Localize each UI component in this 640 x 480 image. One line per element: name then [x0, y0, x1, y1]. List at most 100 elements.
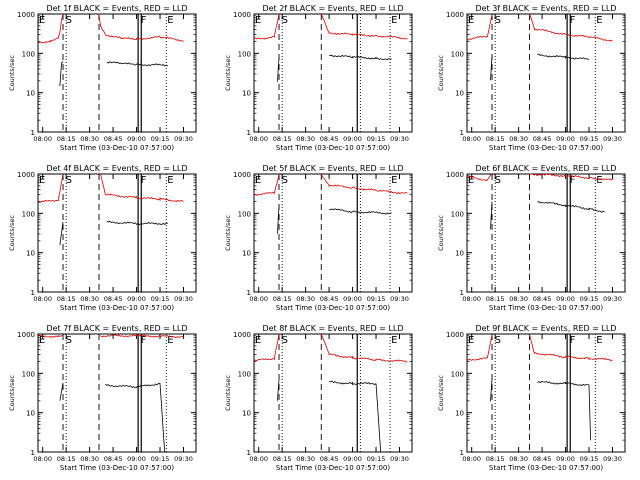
x-tick-label: 08:30 [296, 135, 315, 143]
x-tick-label: 08:15 [486, 135, 505, 143]
y-axis-label: Counts/sec [8, 375, 16, 411]
x-tick-label: 08:45 [533, 455, 552, 463]
chart-panel-9: Det 9f BLACK = Events, RED = LLD 1 10 100 10… [437, 324, 626, 472]
event-marker-letter: S [282, 15, 288, 26]
x-tick-label: 08:30 [80, 455, 99, 463]
x-tick-label: 09:15 [580, 135, 599, 143]
event-marker-letter: E [39, 175, 45, 186]
events-series-line [59, 61, 64, 87]
event-marker-letter: E [255, 175, 261, 186]
y-tick-label: 1 [31, 129, 35, 137]
events-series-line [537, 381, 591, 441]
x-tick-label: 09:15 [151, 295, 170, 303]
events-series-line [277, 58, 280, 82]
x-tick-label: 08:00 [249, 455, 268, 463]
event-marker-letter: F [141, 175, 147, 186]
events-series-line [490, 56, 493, 81]
x-axis-label: Start Time (03-Dec-10 07:57:00) [489, 304, 603, 312]
events-series-line [59, 221, 64, 246]
y-tick-label: 1000 [17, 11, 35, 19]
lld-series-line [529, 173, 613, 181]
event-marker-letter: F [570, 335, 576, 346]
x-tick-label: 09:00 [127, 455, 146, 463]
event-marker-letter: E [468, 15, 474, 26]
chart-title: Det 5f BLACK = Events, RED = LLD [262, 164, 403, 173]
y-tick-label: 1 [247, 449, 251, 457]
x-tick-label: 09:15 [151, 135, 170, 143]
y-tick-label: 100 [238, 50, 251, 58]
y-axis-label: Counts/sec [437, 215, 445, 251]
events-series-line [277, 206, 280, 234]
x-tick-label: 08:15 [486, 455, 505, 463]
y-tick-label: 100 [238, 370, 251, 378]
lld-series-line [320, 13, 408, 40]
x-tick-label: 08:15 [273, 455, 292, 463]
x-tick-label: 08:00 [462, 135, 481, 143]
y-tick-label: 1 [247, 289, 251, 297]
x-tick-label: 08:15 [57, 455, 76, 463]
event-marker-letter: E [255, 335, 261, 346]
event-marker-letter: E [596, 175, 602, 186]
chart-title: Det 8f BLACK = Events, RED = LLD [262, 324, 403, 333]
x-axis-label: Start Time (03-Dec-10 07:57:00) [489, 464, 603, 472]
x-axis-label: Start Time (03-Dec-10 07:57:00) [276, 464, 390, 472]
y-tick-label: 10 [242, 90, 251, 98]
x-tick-label: 08:30 [80, 135, 99, 143]
x-tick-label: 09:15 [367, 135, 386, 143]
plot-frame [466, 13, 626, 133]
x-tick-label: 08:15 [57, 135, 76, 143]
y-tick-label: 1000 [446, 331, 464, 339]
chart-panel-6: Det 6f BLACK = Events, RED = LLD 1 10 100 10… [437, 164, 626, 312]
event-marker-letter: F [141, 335, 147, 346]
x-tick-label: 09:30 [603, 295, 622, 303]
event-marker-letter: S [282, 175, 288, 186]
y-tick-label: 1000 [233, 11, 251, 19]
event-marker-letter: S [66, 175, 72, 186]
x-tick-label: 09:30 [603, 135, 622, 143]
lld-series-line [320, 333, 408, 363]
chart-title: Det 2f BLACK = Events, RED = LLD [262, 4, 403, 13]
x-tick-label: 09:00 [556, 135, 575, 143]
events-series-line [490, 378, 493, 402]
lld-series-line [529, 334, 613, 362]
x-tick-label: 08:45 [104, 135, 123, 143]
events-series-line [105, 382, 166, 453]
event-marker-letter: F [570, 175, 576, 186]
event-marker-letter: E [468, 335, 474, 346]
chart-title: Det 9f BLACK = Events, RED = LLD [475, 324, 616, 333]
events-series-line [537, 53, 590, 61]
lld-series-line [98, 13, 184, 42]
chart-title: Det 1f BLACK = Events, RED = LLD [46, 4, 187, 13]
x-tick-label: 08:00 [33, 135, 52, 143]
y-tick-label: 10 [455, 90, 464, 98]
lld-series-line [466, 173, 493, 182]
event-marker-letter: E [596, 335, 602, 346]
events-series-line [106, 220, 168, 226]
chart-title: Det 4f BLACK = Events, RED = LLD [46, 164, 187, 173]
lld-series-line [100, 173, 184, 203]
event-marker-letter: E [468, 175, 474, 186]
event-marker-letter: E [167, 335, 173, 346]
x-tick-label: 08:00 [33, 455, 52, 463]
plot-frame [466, 333, 626, 453]
y-axis-label: Counts/sec [224, 215, 232, 251]
y-tick-label: 100 [238, 210, 251, 218]
x-axis-label: Start Time (03-Dec-10 07:57:00) [60, 304, 174, 312]
event-marker-letter: E [39, 335, 45, 346]
event-marker-letter: F [570, 15, 576, 26]
y-tick-label: 10 [26, 250, 35, 258]
x-axis-label: Start Time (03-Dec-10 07:57:00) [60, 144, 174, 152]
y-tick-label: 1 [31, 289, 35, 297]
y-tick-label: 100 [451, 370, 464, 378]
event-marker-letter: S [66, 335, 72, 346]
event-marker-letter: E [167, 175, 173, 186]
x-tick-label: 09:15 [151, 455, 170, 463]
lld-series-line [253, 13, 280, 40]
y-axis-label: Counts/sec [224, 375, 232, 411]
plot-frame [253, 333, 413, 453]
y-tick-label: 1 [460, 129, 464, 137]
lld-series-line [37, 173, 64, 203]
y-tick-label: 1000 [233, 171, 251, 179]
x-tick-label: 09:30 [174, 455, 193, 463]
x-tick-label: 09:30 [174, 295, 193, 303]
